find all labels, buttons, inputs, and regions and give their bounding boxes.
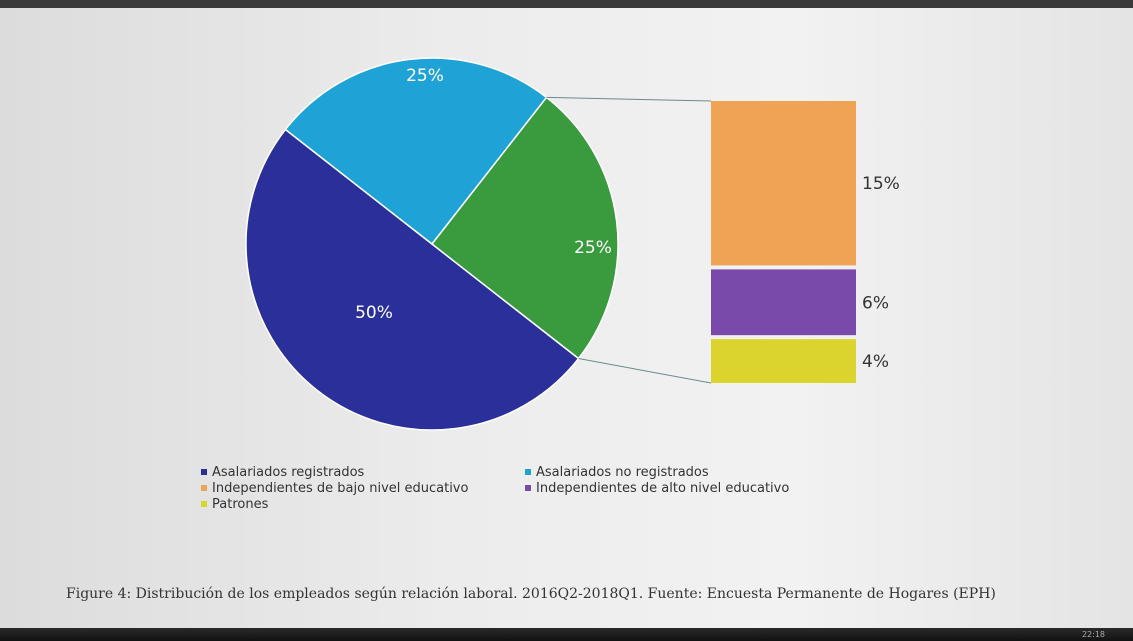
connector-line (578, 358, 712, 384)
bar-segment-label: 4% (862, 352, 889, 372)
legend-swatch (201, 468, 207, 475)
bar-segment (711, 339, 856, 383)
legend-label: Asalariados registrados (212, 465, 365, 480)
pie-slice-label: 50% (355, 303, 393, 323)
legend-item-independientes-alto: Independientes de alto nivel educativo (525, 481, 789, 497)
legend-swatch (525, 468, 531, 475)
bar-segment-label: 6% (862, 293, 889, 313)
pie-slice (284, 57, 548, 246)
legend-item-independientes-bajo: Independientes de bajo nivel educativo (201, 481, 468, 497)
pie-slice (245, 128, 580, 431)
figure-caption: Figure 4: Distribución de los empleados … (66, 586, 996, 602)
bar-segment-label: 15% (862, 174, 900, 194)
bar-segment (711, 269, 856, 336)
legend-swatch (201, 500, 207, 507)
legend-label: Independientes de bajo nivel educativo (212, 481, 469, 496)
pie-slice-label: 25% (574, 238, 612, 258)
legend-item-asalariados-registrados: Asalariados registrados (201, 465, 364, 481)
taskbar-clock: 22:18 (1081, 630, 1105, 639)
taskbar (0, 628, 1133, 641)
bar-segment (711, 101, 856, 266)
pie-slice-label: 25% (406, 66, 444, 86)
monitor-bezel-top (0, 0, 1133, 8)
legend-label: Asalariados no registrados (536, 465, 709, 480)
legend-item-asalariados-no-registrados: Asalariados no registrados (525, 465, 709, 481)
legend-label: Patrones (212, 497, 269, 512)
legend-label: Independientes de alto nivel educativo (536, 481, 790, 496)
legend-swatch (525, 484, 531, 491)
legend-swatch (201, 484, 207, 491)
pie-slice (430, 96, 619, 360)
legend-item-patrones: Patrones (201, 497, 268, 513)
connector-line (546, 96, 712, 102)
